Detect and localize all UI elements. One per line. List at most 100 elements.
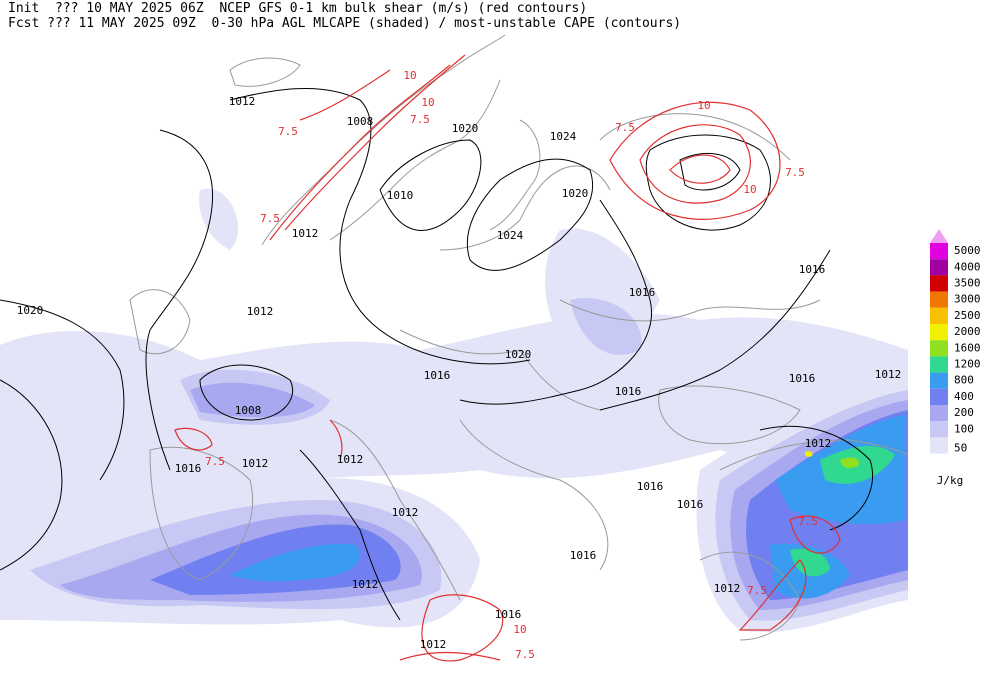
coastline [489, 119, 541, 231]
isobar-label: 1020 [505, 348, 532, 361]
legend-label: 400 [954, 390, 974, 403]
isobar-label: 1020 [562, 187, 589, 200]
shear-label: 10 [403, 69, 416, 82]
shear-label: 7.5 [410, 113, 430, 126]
isobar-label: 1016 [615, 385, 642, 398]
legend-swatch [930, 437, 948, 454]
isobar-label: 1016 [637, 480, 664, 493]
legend-label: 50 [954, 442, 967, 455]
legend-swatch [930, 356, 948, 373]
coastline [261, 34, 506, 246]
coastline [149, 446, 254, 581]
legend-label: 3000 [954, 293, 981, 306]
coastline [599, 113, 791, 161]
legend-swatch [930, 405, 948, 422]
isobar-label: 1012 [805, 437, 832, 450]
isobar-label: 1016 [175, 462, 202, 475]
shear-label: 7.5 [205, 455, 225, 468]
legend-label: 2000 [954, 325, 981, 338]
isobar-label: 1012 [242, 457, 269, 470]
cape-shading [840, 457, 859, 468]
shear-contour [609, 101, 781, 220]
isobar-label: 1024 [550, 130, 577, 143]
legend-swatch [930, 291, 948, 308]
isobar-label: 1016 [799, 263, 826, 276]
shear-contour [421, 594, 504, 662]
shear-label: 10 [513, 623, 526, 636]
isobar-label: 1012 [229, 95, 256, 108]
cape-shading [570, 298, 642, 355]
cape-shading [804, 451, 813, 457]
isobar [199, 364, 293, 421]
isobar-label: 1008 [235, 404, 262, 417]
shear-contour [399, 651, 501, 661]
shear-contour [174, 427, 213, 451]
shear-label: 7.5 [747, 584, 767, 597]
coastline [658, 385, 801, 445]
isobar [645, 134, 771, 231]
legend-unit: J/kg [937, 474, 964, 487]
legend-swatch [930, 421, 948, 438]
isobar-label: 1016 [424, 369, 451, 382]
shear-label: 10 [743, 183, 756, 196]
shear-contour [738, 559, 807, 631]
isobar [759, 425, 874, 531]
shear-label: 7.5 [798, 515, 818, 528]
coastline [459, 419, 609, 571]
legend-label: 1600 [954, 341, 981, 354]
legend-arrow [930, 229, 948, 243]
legend-swatch [930, 243, 948, 260]
isobar [299, 449, 401, 621]
cape-shading [230, 544, 361, 582]
coastline [719, 439, 909, 471]
legend-swatch [930, 372, 948, 389]
isobar-label: 1020 [17, 304, 44, 317]
isobar [459, 199, 652, 405]
isobar [379, 139, 482, 231]
shear-contour [639, 124, 751, 204]
shear-label: 7.5 [260, 212, 280, 225]
shear-label: 7.5 [278, 125, 298, 138]
isobar-label: 1008 [347, 115, 374, 128]
isobar [466, 158, 594, 271]
shear-contour [299, 69, 391, 121]
coastline [329, 419, 461, 601]
legend-label: 3500 [954, 277, 981, 290]
isobar [229, 87, 531, 365]
isobar-label: 1012 [292, 227, 319, 240]
isobar-label: 1016 [677, 498, 704, 511]
shear-label: 7.5 [615, 121, 635, 134]
shear-label: 10 [421, 96, 434, 109]
isobar-label: 1010 [387, 189, 414, 202]
coastline [229, 57, 301, 87]
shear-contour [269, 64, 451, 241]
isobar [0, 299, 125, 481]
legend-label: 100 [954, 422, 974, 435]
shear-label: 7.5 [785, 166, 805, 179]
shear-contour [789, 515, 841, 554]
isobar-label: 1020 [452, 122, 479, 135]
coastline [559, 299, 821, 322]
coastline [329, 79, 501, 241]
cape-shading [199, 188, 239, 250]
header-init: Init ??? 10 MAY 2025 06Z NCEP GFS 0-1 km… [8, 1, 588, 16]
coastline [129, 289, 191, 355]
isobar-label: 1016 [789, 372, 816, 385]
isobar-label: 1012 [247, 305, 274, 318]
legend-swatch [930, 324, 948, 341]
shear-label: 7.5 [515, 648, 535, 661]
isobar-label: 1016 [629, 286, 656, 299]
isobar-label: 1012 [337, 453, 364, 466]
cape-shading [790, 548, 830, 577]
legend-label: 1200 [954, 358, 981, 371]
coastline [399, 329, 601, 411]
isobar-label: 1016 [570, 549, 597, 562]
legend-label: 200 [954, 406, 974, 419]
isobar-label: 1024 [497, 229, 524, 242]
isobar-label: 1012 [875, 368, 902, 381]
isobar [145, 129, 214, 471]
legend-label: 800 [954, 374, 974, 387]
isobar-label: 1016 [495, 608, 522, 621]
